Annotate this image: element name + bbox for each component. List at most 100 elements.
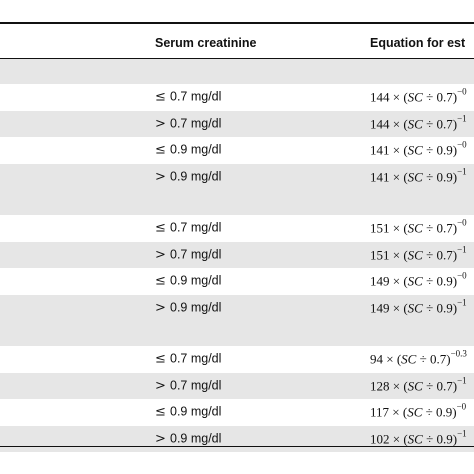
serum-creatinine-cell: >0.9 mg/dl — [155, 300, 221, 315]
table-row: >0.9 mg/dl 149 × (SC ÷ 0.9)−1 — [0, 294, 474, 321]
header-equation: Equation for est — [370, 36, 466, 50]
creatinine-threshold: 0.9 mg/dl — [170, 273, 222, 288]
comparison-operator: ≤ — [155, 89, 166, 105]
equation-reference: 0.7 — [436, 220, 453, 236]
equation-coefficient: 128 — [370, 378, 390, 394]
equation-exponent: −1 — [457, 166, 467, 177]
comparison-operator: > — [155, 431, 166, 447]
creatinine-threshold: 0.9 mg/dl — [170, 169, 222, 184]
equation-exponent: −1 — [457, 375, 467, 386]
equation-reference: 0.7 — [436, 247, 453, 263]
comparison-operator: > — [155, 378, 166, 394]
comparison-operator: > — [155, 116, 166, 132]
table-row: ≤0.9 mg/dl 149 × (SC ÷ 0.9)−0 — [0, 268, 474, 295]
equation-reference: 0.9 — [436, 404, 453, 420]
equation-cell: 102 × (SC ÷ 0.9)−1 — [370, 428, 467, 447]
equation-coefficient: 94 — [370, 351, 383, 367]
serum-creatinine-cell: >0.7 mg/dl — [155, 247, 221, 262]
serum-creatinine-cell: >0.7 mg/dl — [155, 378, 221, 393]
creatinine-threshold: 0.7 mg/dl — [170, 89, 222, 104]
equation-reference: 0.7 — [436, 89, 453, 105]
table-row: >0.9 mg/dl 102 × (SC ÷ 0.9)−1 — [0, 425, 474, 452]
equation-coefficient: 149 — [370, 273, 390, 289]
group-row — [0, 59, 474, 84]
serum-creatinine-cell: ≤0.9 mg/dl — [155, 405, 221, 420]
equation-exponent: −0.3 — [450, 348, 467, 359]
table-row: ≤0.7 mg/dl 94 × (SC ÷ 0.7)−0.3 — [0, 346, 474, 373]
equation-exponent: −0 — [457, 217, 467, 228]
comparison-operator: ≤ — [155, 404, 166, 420]
serum-creatinine-cell: ≤0.7 mg/dl — [155, 352, 221, 367]
header-bottom-rule — [0, 58, 474, 59]
equation-reference: 0.9 — [436, 169, 453, 185]
equation-cell: 151 × (SC ÷ 0.7)−0 — [370, 217, 467, 236]
equation-exponent: −1 — [457, 113, 467, 124]
equation-reference: 0.7 — [436, 378, 453, 394]
equation-coefficient: 144 — [370, 89, 390, 105]
table-row: ≤0.7 mg/dl 144 × (SC ÷ 0.7)−0 — [0, 84, 474, 111]
equation-cell: 144 × (SC ÷ 0.7)−0 — [370, 86, 467, 105]
creatinine-threshold: 0.7 mg/dl — [170, 378, 222, 393]
equation-exponent: −0 — [457, 139, 467, 150]
comparison-operator: ≤ — [155, 351, 166, 367]
comparison-operator: > — [155, 300, 166, 316]
comparison-operator: > — [155, 247, 166, 263]
table-row: ≤0.7 mg/dl 151 × (SC ÷ 0.7)−0 — [0, 215, 474, 242]
table-row: ≤0.9 mg/dl 141 × (SC ÷ 0.9)−0 — [0, 137, 474, 164]
equation-cell: 117 × (SC ÷ 0.9)−0 — [370, 401, 467, 420]
creatinine-threshold: 0.9 mg/dl — [170, 431, 222, 446]
equation-reference: 0.9 — [436, 142, 453, 158]
equation-cell: 141 × (SC ÷ 0.9)−0 — [370, 139, 467, 158]
header-serum-creatinine: Serum creatinine — [155, 36, 257, 50]
table-bottom-rule — [0, 446, 474, 447]
equation-reference: 0.7 — [436, 116, 453, 132]
equation-reference: 0.7 — [429, 351, 447, 367]
equation-coefficient: 102 — [370, 431, 390, 447]
equation-cell: 144 × (SC ÷ 0.7)−1 — [370, 113, 467, 132]
serum-creatinine-cell: >0.9 mg/dl — [155, 431, 221, 446]
table-row: >0.7 mg/dl 151 × (SC ÷ 0.7)−1 — [0, 241, 474, 268]
equation-cell: 141 × (SC ÷ 0.9)−1 — [370, 166, 467, 185]
equation-exponent: −1 — [457, 297, 467, 308]
creatinine-threshold: 0.7 mg/dl — [170, 220, 222, 235]
equation-cell: 151 × (SC ÷ 0.7)−1 — [370, 244, 467, 263]
equation-exponent: −0 — [456, 401, 467, 412]
equation-reference: 0.9 — [436, 273, 453, 289]
serum-creatinine-cell: >0.9 mg/dl — [155, 169, 221, 184]
comparison-operator: ≤ — [155, 142, 166, 158]
group-row — [0, 190, 474, 215]
comparison-operator: ≤ — [155, 273, 166, 289]
equation-coefficient: 144 — [370, 116, 390, 132]
equation-exponent: −0 — [457, 270, 467, 281]
comparison-operator: ≤ — [155, 220, 166, 236]
serum-creatinine-cell: ≤0.7 mg/dl — [155, 221, 221, 236]
serum-creatinine-cell: >0.7 mg/dl — [155, 116, 221, 131]
serum-creatinine-cell: ≤0.9 mg/dl — [155, 274, 221, 289]
creatinine-threshold: 0.7 mg/dl — [170, 351, 222, 366]
serum-creatinine-cell: ≤0.7 mg/dl — [155, 90, 221, 105]
equation-cell: 149 × (SC ÷ 0.9)−1 — [370, 297, 467, 316]
equation-exponent: −1 — [457, 244, 467, 255]
equation-reference: 0.9 — [436, 300, 453, 316]
equation-exponent: −1 — [457, 428, 467, 439]
equation-coefficient: 141 — [370, 169, 390, 185]
equation-coefficient: 141 — [370, 142, 390, 158]
equation-reference: 0.9 — [436, 431, 453, 447]
equation-cell: 149 × (SC ÷ 0.9)−0 — [370, 270, 467, 289]
serum-creatinine-cell: ≤0.9 mg/dl — [155, 143, 221, 158]
comparison-operator: > — [155, 169, 166, 185]
equation-coefficient: 149 — [370, 300, 390, 316]
creatinine-threshold: 0.7 mg/dl — [170, 116, 222, 131]
equation-exponent: −0 — [457, 86, 467, 97]
creatinine-threshold: 0.9 mg/dl — [170, 142, 222, 157]
creatinine-threshold: 0.7 mg/dl — [170, 247, 222, 262]
table-top-rule — [0, 22, 474, 24]
equation-coefficient: 117 — [370, 404, 390, 420]
table-row: >0.9 mg/dl 141 × (SC ÷ 0.9)−1 — [0, 163, 474, 190]
equation-cell: 94 × (SC ÷ 0.7)−0.3 — [370, 348, 467, 367]
table-row: ≤0.9 mg/dl 117 × (SC ÷ 0.9)−0 — [0, 399, 474, 426]
creatinine-threshold: 0.9 mg/dl — [170, 300, 222, 315]
group-row — [0, 321, 474, 346]
table-row: >0.7 mg/dl 144 × (SC ÷ 0.7)−1 — [0, 110, 474, 137]
equation-coefficient: 151 — [370, 247, 390, 263]
